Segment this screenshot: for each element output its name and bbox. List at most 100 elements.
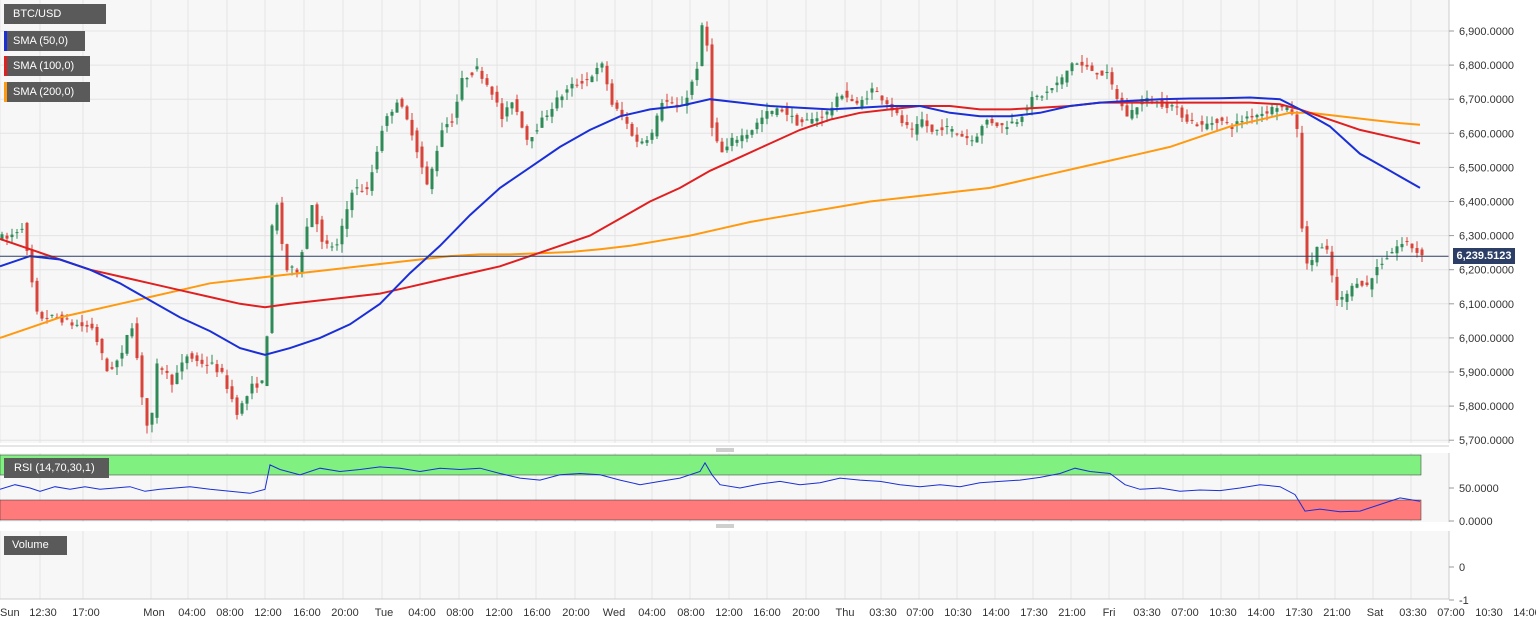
candle-body <box>30 250 34 283</box>
time-tick-label: 14:00 <box>1247 607 1275 619</box>
candle-body <box>905 122 909 126</box>
price-axis-ticks: 6,900.0000 6,800.0000 6,700.0000 6,600.0000… <box>1449 26 1514 447</box>
candle-body <box>1045 91 1049 93</box>
candle-body <box>1090 65 1094 71</box>
candle-body <box>895 107 899 114</box>
rsi-oversold-zone <box>0 499 1422 521</box>
legend-sma-50[interactable]: SMA (50,0) <box>4 31 85 51</box>
candle-body <box>1095 72 1099 75</box>
candle-body <box>795 114 799 126</box>
legend-rsi[interactable]: RSI (14,70,30,1) <box>4 458 109 478</box>
candle-body <box>190 353 194 359</box>
candle-body <box>1210 123 1214 125</box>
candle-body <box>430 168 434 190</box>
candle-body <box>110 367 114 369</box>
candle-body <box>950 129 954 132</box>
candle-body <box>590 76 594 83</box>
candle-body <box>1040 96 1044 98</box>
candle-body <box>610 83 614 105</box>
candle-body <box>1385 258 1389 260</box>
candle-body <box>745 134 749 139</box>
legend-symbol[interactable]: BTC/USD <box>4 4 106 24</box>
candle-body <box>385 116 389 126</box>
candle-body <box>535 130 539 132</box>
time-tick-label: 12:00 <box>485 607 513 619</box>
legend-volume[interactable]: Volume <box>4 536 67 555</box>
candle-body <box>505 107 509 117</box>
candle-body <box>1085 64 1089 67</box>
candle-body <box>95 326 99 342</box>
candle-body <box>515 99 519 112</box>
legend-symbol-label: BTC/USD <box>13 8 62 20</box>
candle-body <box>830 107 834 116</box>
candle-body <box>405 106 409 120</box>
candle-body <box>575 84 579 86</box>
candle-body <box>640 141 644 144</box>
candle-body <box>635 134 639 142</box>
candle-body <box>220 367 224 372</box>
candle-body <box>1135 107 1139 115</box>
candle-body <box>1245 116 1249 119</box>
time-axis-ticks: Sun 12:30 17:00 Mon 04:00 08:00 12:00 16:00 20:0… <box>0 607 1536 619</box>
candle-body <box>465 78 469 80</box>
candle-body <box>1255 114 1259 118</box>
time-tick-label: Sun <box>0 607 20 619</box>
candle-body <box>695 68 699 81</box>
time-tick-label: 08:00 <box>446 607 474 619</box>
time-tick-label: Mon <box>143 607 164 619</box>
candle-body <box>255 383 259 388</box>
candle-body <box>355 187 359 189</box>
time-tick-label: 04:00 <box>638 607 666 619</box>
candle-body <box>1380 263 1384 265</box>
candle-body <box>1285 107 1289 111</box>
candle-body <box>1410 243 1414 249</box>
candle-body <box>460 78 464 100</box>
candle-body <box>225 375 229 389</box>
candle-body <box>1130 109 1134 119</box>
candle-body <box>175 372 179 385</box>
candle-body <box>860 99 864 109</box>
candle-body <box>1230 126 1234 130</box>
candle-body <box>1005 127 1009 130</box>
candle-body <box>805 119 809 121</box>
candle-body <box>650 132 654 140</box>
candle-body <box>1220 117 1224 121</box>
candle-body <box>765 111 769 119</box>
time-tick-label: 17:30 <box>1020 607 1048 619</box>
volume-axis-ticks: 0 -1 <box>1449 562 1469 607</box>
candle-body <box>645 140 649 143</box>
legend-sma-200[interactable]: SMA (200,0) <box>4 82 90 102</box>
candle-body <box>380 130 384 151</box>
time-tick-label: 04:00 <box>408 607 436 619</box>
candle-body <box>975 136 979 143</box>
candle-body <box>375 151 379 170</box>
candle-body <box>440 130 444 147</box>
price-tick-label: 5,800.0000 <box>1459 401 1514 413</box>
price-tick-label: 6,900.0000 <box>1459 26 1514 38</box>
legend-sma-100[interactable]: SMA (100,0) <box>4 56 90 76</box>
candle-body <box>700 25 704 67</box>
volume-pane-background <box>0 531 1449 599</box>
price-tick-label: 6,200.0000 <box>1459 265 1514 277</box>
candle-body <box>655 115 659 137</box>
candle-body <box>920 119 924 127</box>
candle-body <box>340 225 344 245</box>
candle-body <box>990 118 994 124</box>
price-tick-label: 6,500.0000 <box>1459 162 1514 174</box>
candle-body <box>835 96 839 107</box>
candle-body <box>1225 122 1229 124</box>
price-tick-label: 6,300.0000 <box>1459 231 1514 243</box>
pane-resize-handle[interactable] <box>716 448 734 452</box>
candle-body <box>690 81 694 95</box>
time-tick-label: 07:00 <box>906 607 934 619</box>
time-tick-label: 12:30 <box>29 607 57 619</box>
candle-body <box>1370 278 1374 290</box>
candle-body <box>260 380 264 383</box>
candle-body <box>185 356 189 364</box>
time-tick-label: 10:30 <box>1209 607 1237 619</box>
pane-resize-handle[interactable] <box>716 524 734 528</box>
candle-body <box>780 109 784 112</box>
candle-body <box>910 128 914 130</box>
candle-body <box>705 26 709 46</box>
candle-body <box>620 109 624 116</box>
